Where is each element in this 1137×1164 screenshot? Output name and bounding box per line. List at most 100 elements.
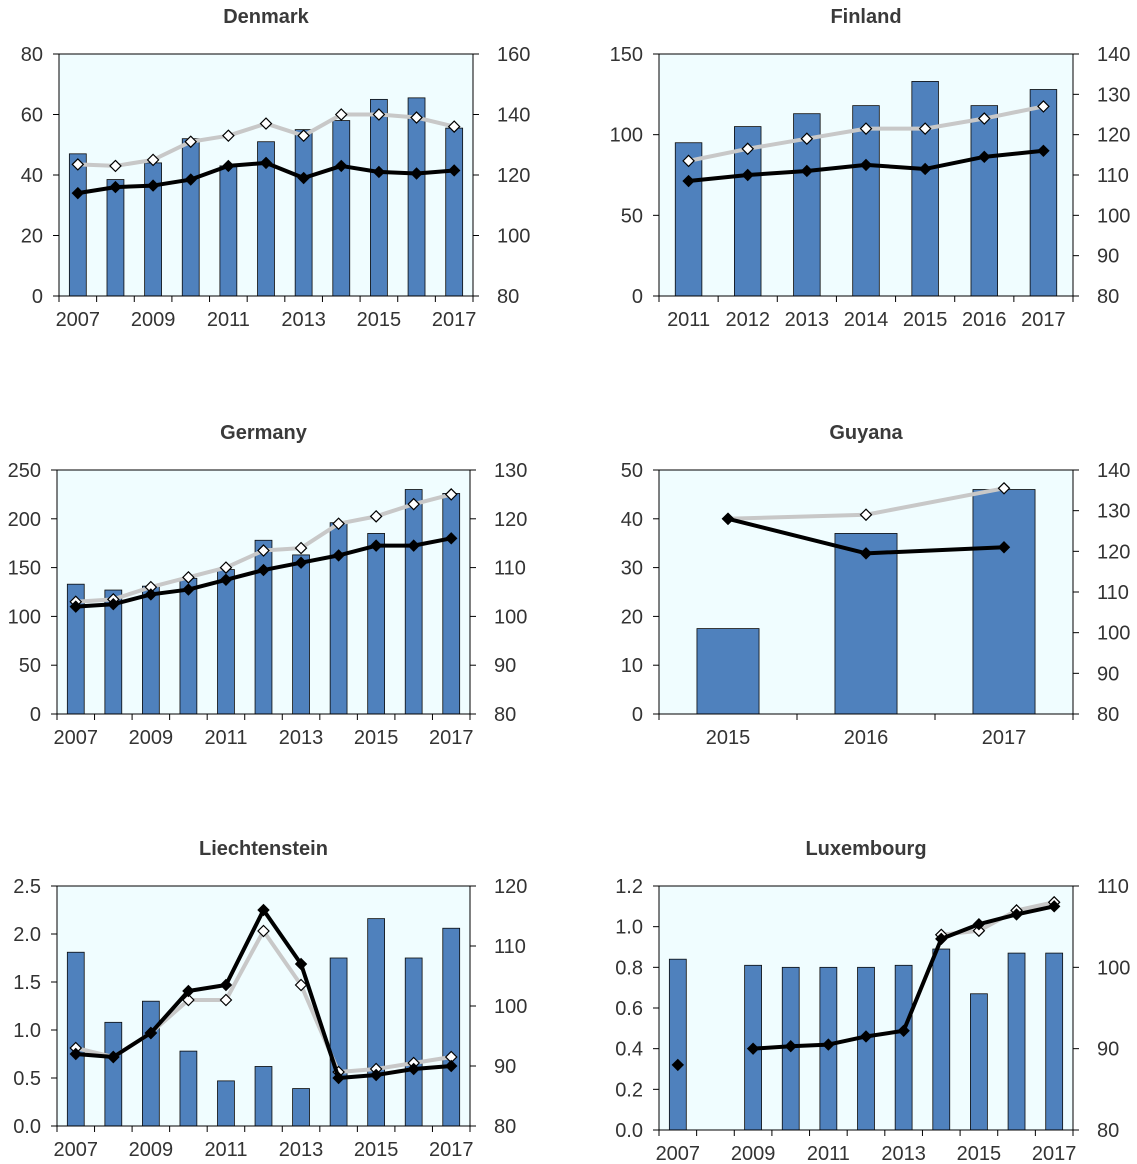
y-right-tick-label: 80 [1097,704,1119,726]
point-light-2017 [444,488,458,501]
point-dark-2015 [972,918,986,931]
y-right-tick-label: 90 [1097,1039,1119,1061]
x-tick-label: 2007 [656,1143,701,1164]
bar-2015 [370,98,388,297]
point-light-2012 [257,924,270,938]
y-left-tick-label: 1.2 [615,876,643,898]
point-dark-2009 [746,1042,760,1055]
point-dark-2017 [445,532,458,545]
x-tick-label: 2017 [1032,1143,1077,1164]
point-dark-2014 [859,158,873,172]
bar-2013 [292,1088,310,1127]
point-dark-2015 [372,165,386,179]
point-dark-2015 [369,539,383,552]
point-light-2017 [1037,100,1050,113]
chart-title: Luxembourg [805,838,926,860]
bar-2012 [254,1066,273,1127]
y-left-tick-label: 1.5 [13,972,41,994]
y-left-tick-label: 0.5 [13,1068,41,1090]
bar-2011 [217,569,235,715]
bar-2016 [834,533,898,715]
point-dark-2011 [219,978,233,992]
bar-2015 [367,918,385,1127]
y-left-tick-label: 80 [21,44,43,66]
point-dark-2017 [1047,900,1061,913]
y-left-tick-label: 50 [19,655,41,677]
point-dark-2017 [447,164,461,177]
point-dark-2014 [332,1071,345,1085]
y-right-tick-label: 110 [1097,582,1129,604]
chart-panel-denmark: Denmark 0 20 40 60 80 80 100 120 140 160 2007 2009 20… [21,6,531,331]
x-tick-label: 2015 [706,727,751,749]
x-tick-label: 2015 [354,727,399,749]
chart-panel-guyana: Guyana 0 10 20 30 40 50 80 90 100 110 120 130 140 2015… [621,422,1131,749]
y-right-tick-label: 110 [494,558,526,580]
y-left-tick-label: 60 [21,105,43,127]
bar-2007 [668,958,687,1131]
x-tick-label: 2017 [432,309,477,331]
y-right-tick-label: 100 [494,606,527,628]
point-light-2011 [219,993,233,1007]
point-dark-2011 [222,159,235,173]
y-right-tick-label: 120 [494,509,527,531]
x-tick-label: 2017 [982,727,1027,749]
bar-2016 [970,105,998,297]
bar-2011 [219,165,238,297]
point-light-2014 [859,122,873,135]
point-dark-2008 [107,1050,120,1064]
x-tick-label: 2013 [785,309,830,331]
point-dark-2012 [257,563,270,577]
point-dark-2007 [671,1058,685,1072]
point-dark-2008 [109,180,122,194]
point-dark-2007 [69,600,82,613]
point-dark-2007 [69,1047,82,1061]
bar-2014 [852,105,880,297]
x-tick-label: 2015 [957,1143,1002,1164]
point-dark-2016 [407,1062,420,1076]
bar-2013 [894,964,913,1131]
x-tick-label: 2009 [129,1139,174,1161]
point-light-2016 [407,497,421,511]
point-light-2013 [294,541,308,555]
y-right-tick-label: 100 [1097,623,1130,645]
bar-2017 [442,927,461,1127]
point-dark-2012 [257,903,270,917]
y-right-tick-label: 100 [494,996,527,1018]
chart-panel-liechtenstein: Liechtenstein 0.0 0.5 1.0 1.5 2.0 2.5 80 90 100 11… [13,838,527,1161]
chart-title: Liechtenstein [199,838,328,860]
point-light-2014 [334,108,348,121]
x-tick-label: 2011 [204,727,247,749]
point-light-2015 [372,108,386,121]
point-light-2010 [182,571,195,584]
point-dark-2016 [859,547,873,560]
y-right-tick-label: 90 [494,1056,516,1078]
y-right-tick-label: 110 [1097,165,1129,187]
bar-2016 [1007,952,1026,1131]
y-right-tick-label: 110 [1097,876,1129,898]
x-tick-label: 2011 [667,309,710,331]
y-left-tick-label: 100 [8,606,41,628]
x-tick-label: 2013 [279,1139,324,1161]
point-dark-2012 [259,156,273,170]
y-right-tick-label: 110 [494,936,526,958]
y-right-tick-label: 80 [1097,286,1119,308]
point-dark-2016 [1010,908,1023,921]
bar-2015 [911,81,939,297]
point-light-2012 [257,544,270,557]
y-right-tick-label: 140 [1097,460,1130,482]
point-dark-2015 [721,512,735,526]
bar-2008 [104,1021,123,1127]
y-right-tick-label: 120 [494,876,527,898]
y-right-tick-label: 130 [1097,84,1130,106]
y-right-tick-label: 90 [1097,246,1119,268]
chart-title: Finland [830,6,901,28]
bar-2017 [1029,89,1058,297]
bar-2017 [1045,952,1064,1131]
y-left-tick-label: 150 [8,558,41,580]
x-tick-label: 2007 [56,309,101,331]
point-dark-2010 [184,173,197,186]
chart-title: Denmark [223,6,309,28]
x-tick-label: 2014 [844,309,889,331]
x-tick-label: 2017 [429,727,474,749]
y-right-tick-label: 140 [1097,44,1130,66]
